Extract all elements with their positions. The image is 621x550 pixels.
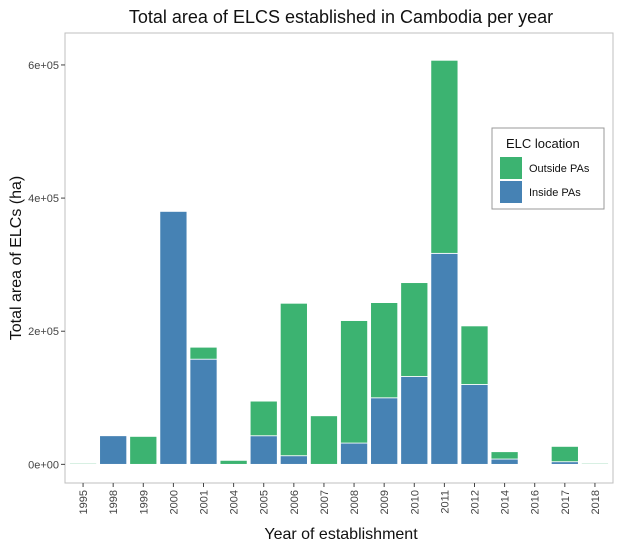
x-tick-label: 2004: [229, 490, 241, 514]
legend-title: ELC location: [506, 136, 580, 151]
x-tick-label: 2018: [590, 490, 602, 514]
bar-outside-1995: [69, 462, 98, 465]
x-tick-label: 2012: [469, 490, 481, 514]
bar-inside-2001: [189, 358, 218, 465]
legend: ELC location Outside PAs Inside PAs: [491, 127, 605, 210]
bar-outside-2006: [279, 302, 308, 457]
bar-inside-2009: [370, 397, 399, 465]
bar-inside-1998: [99, 435, 128, 465]
legend-label-inside: Inside PAs: [529, 187, 581, 199]
plot-panel: [64, 32, 614, 484]
bar-outside-1999: [129, 435, 158, 465]
bar-inside-2008: [340, 442, 369, 465]
bar-inside-2011: [430, 252, 459, 465]
bar-inside-2012: [460, 384, 489, 465]
x-tick-label: 1999: [138, 490, 150, 514]
bar-inside-2005: [249, 435, 278, 465]
x-tick-label: 1998: [108, 490, 120, 514]
x-tick-label: 2014: [500, 490, 512, 514]
bar-outside-2005: [249, 400, 278, 437]
x-tick-label: 1995: [78, 490, 90, 514]
x-tick-label: 2009: [379, 490, 391, 514]
bar-inside-2006: [279, 455, 308, 465]
bar-inside-2010: [400, 376, 429, 465]
bar-outside-2017: [550, 445, 579, 463]
x-tick-label: 2005: [259, 490, 271, 514]
y-axis-title: Total area of ELCs (ha): [8, 176, 25, 341]
x-tick-label: 2011: [439, 490, 451, 514]
chart-title: Total area of ELCS established in Cambod…: [129, 7, 553, 27]
x-tick-label: 2017: [560, 490, 572, 514]
bar-inside-2000: [159, 210, 188, 465]
x-tick-label: 2006: [289, 490, 301, 514]
bar-outside-2010: [400, 282, 429, 377]
bar-outside-2011: [430, 59, 459, 254]
y-tick-label: 6e+05: [28, 60, 59, 72]
y-tick-label: 4e+05: [28, 193, 59, 205]
bar-outside-2009: [370, 302, 399, 399]
bars-layer: [69, 59, 609, 465]
legend-swatch-inside: [500, 181, 522, 203]
y-tick-label: 2e+05: [28, 326, 59, 338]
bar-outside-2008: [340, 320, 369, 444]
x-tick-label: 2016: [530, 490, 542, 514]
x-axis: 1995 1998 1999 2000 2001 2004 2005 2006 2007 2008…: [78, 483, 602, 514]
bar-outside-2004: [219, 459, 248, 465]
x-tick-label: 2010: [409, 490, 421, 514]
x-tick-label: 2000: [168, 490, 180, 514]
x-tick-label: 2001: [199, 490, 211, 514]
bar-outside-2001: [189, 346, 218, 360]
bar-outside-2014: [490, 451, 519, 460]
legend-label-outside: Outside PAs: [529, 163, 590, 175]
y-tick-label: 0e+00: [28, 459, 59, 471]
bar-outside-2018: [580, 462, 609, 465]
bar-outside-2012: [460, 325, 489, 385]
bar-inside-2014: [490, 458, 519, 465]
legend-swatch-outside: [500, 157, 522, 179]
x-axis-title: Year of establishment: [264, 526, 418, 543]
x-tick-label: 2008: [349, 490, 361, 514]
x-tick-label: 2007: [319, 490, 331, 514]
y-axis: 0e+00 2e+05 4e+05 6e+05: [28, 60, 65, 471]
bar-outside-2007: [309, 415, 338, 465]
